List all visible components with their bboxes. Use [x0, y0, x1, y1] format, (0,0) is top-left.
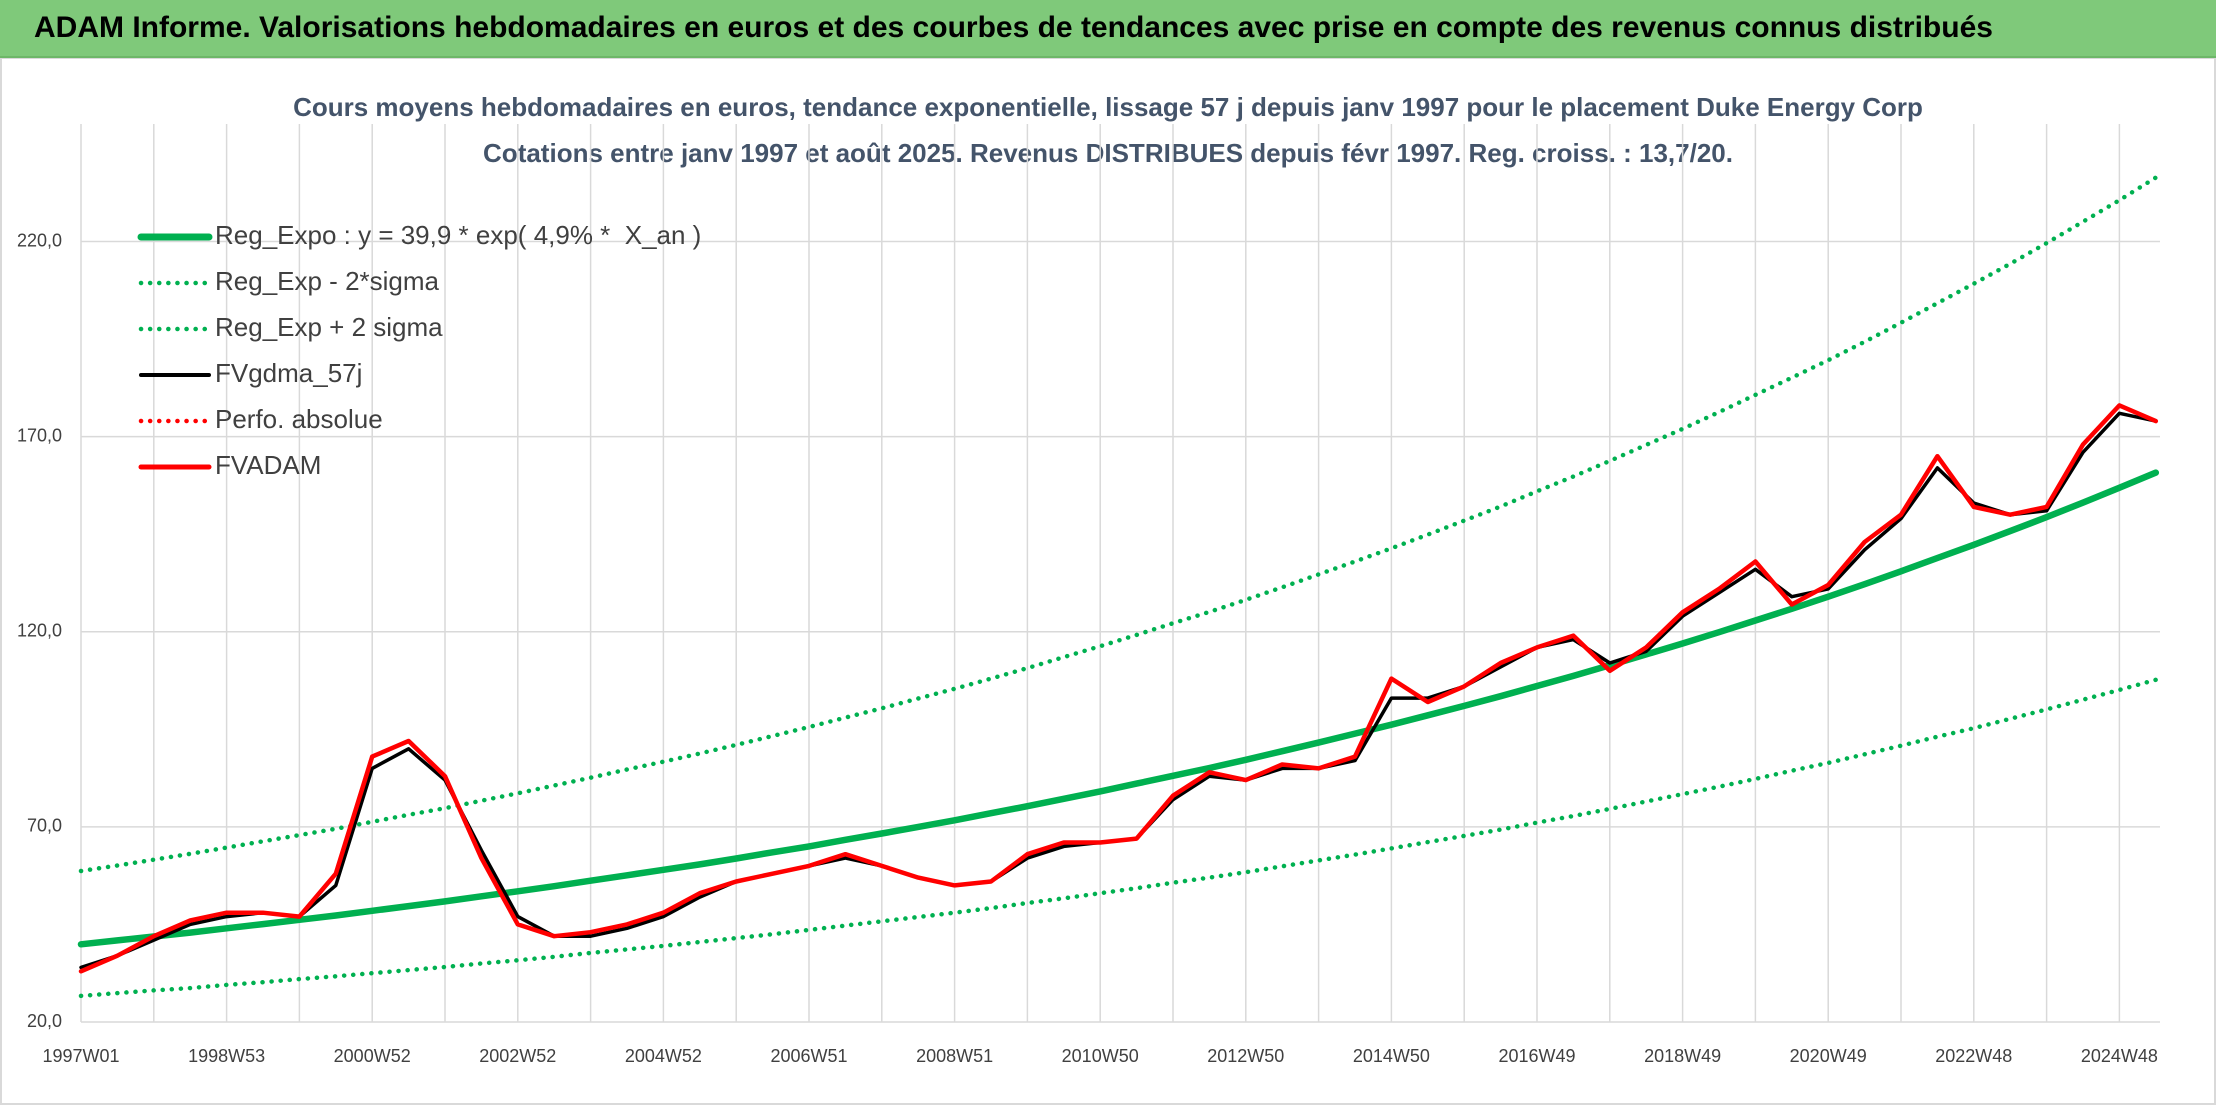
x-tick-label: 2008W51 — [916, 1046, 993, 1066]
x-tick-label: 2016W49 — [1498, 1046, 1575, 1066]
chart: Cours moyens hebdomadaires en euros, ten… — [0, 58, 2216, 1105]
y-tick-label: 20,0 — [27, 1011, 62, 1031]
series-line — [78, 175, 2159, 874]
x-tick-label: 2010W50 — [1062, 1046, 1139, 1066]
y-tick-label: 170,0 — [17, 425, 62, 445]
legend-label: Reg_Exp + 2 sigma — [215, 312, 443, 342]
chart-subtitle: Cotations entre janv 1997 et août 2025. … — [483, 138, 1733, 168]
x-tick-label: 2022W48 — [1935, 1046, 2012, 1066]
legend-label: Reg_Expo : y = 39,9 * exp( 4,9% * X_an ) — [215, 220, 701, 250]
legend-label: Reg_Exp - 2*sigma — [215, 266, 440, 296]
x-tick-label: 2004W52 — [625, 1046, 702, 1066]
legend-label: Perfo. absolue — [215, 404, 383, 434]
x-tick-label: 2024W48 — [2081, 1046, 2158, 1066]
y-tick-label: 120,0 — [17, 621, 62, 641]
legend-label: FVgdma_57j — [215, 358, 362, 388]
series-line — [77, 469, 2160, 948]
x-tick-label: 2006W51 — [770, 1046, 847, 1066]
plot-lines — [77, 175, 2160, 999]
x-tick-label: 2002W52 — [479, 1046, 556, 1066]
chart-frame — [0, 58, 2216, 1105]
series-line — [78, 677, 2159, 999]
y-tick-label: 70,0 — [27, 816, 62, 836]
x-tick-label: 2020W49 — [1790, 1046, 1867, 1066]
grid: 1997W01 1998W53 2000W52 2002W52 2004W52 2006W… — [17, 124, 2160, 1066]
series-line — [78, 403, 2159, 974]
x-tick-label: 1997W01 — [42, 1046, 119, 1066]
x-tick-label: 2012W50 — [1207, 1046, 1284, 1066]
x-tick-label: 1998W53 — [188, 1046, 265, 1066]
x-tick-label: 2018W49 — [1644, 1046, 1721, 1066]
chart-title: Cours moyens hebdomadaires en euros, ten… — [293, 92, 1923, 122]
legend: Reg_Expo : y = 39,9 * exp( 4,9% * X_an )… — [137, 220, 701, 480]
x-tick-label: 2014W50 — [1353, 1046, 1430, 1066]
legend-label: FVADAM — [215, 450, 321, 480]
y-tick-label: 220,0 — [17, 230, 62, 250]
header-bar: ADAM Informe. Valorisations hebdomadaire… — [0, 0, 2216, 58]
x-tick-label: 2000W52 — [334, 1046, 411, 1066]
header-title: ADAM Informe. Valorisations hebdomadaire… — [34, 11, 1993, 44]
